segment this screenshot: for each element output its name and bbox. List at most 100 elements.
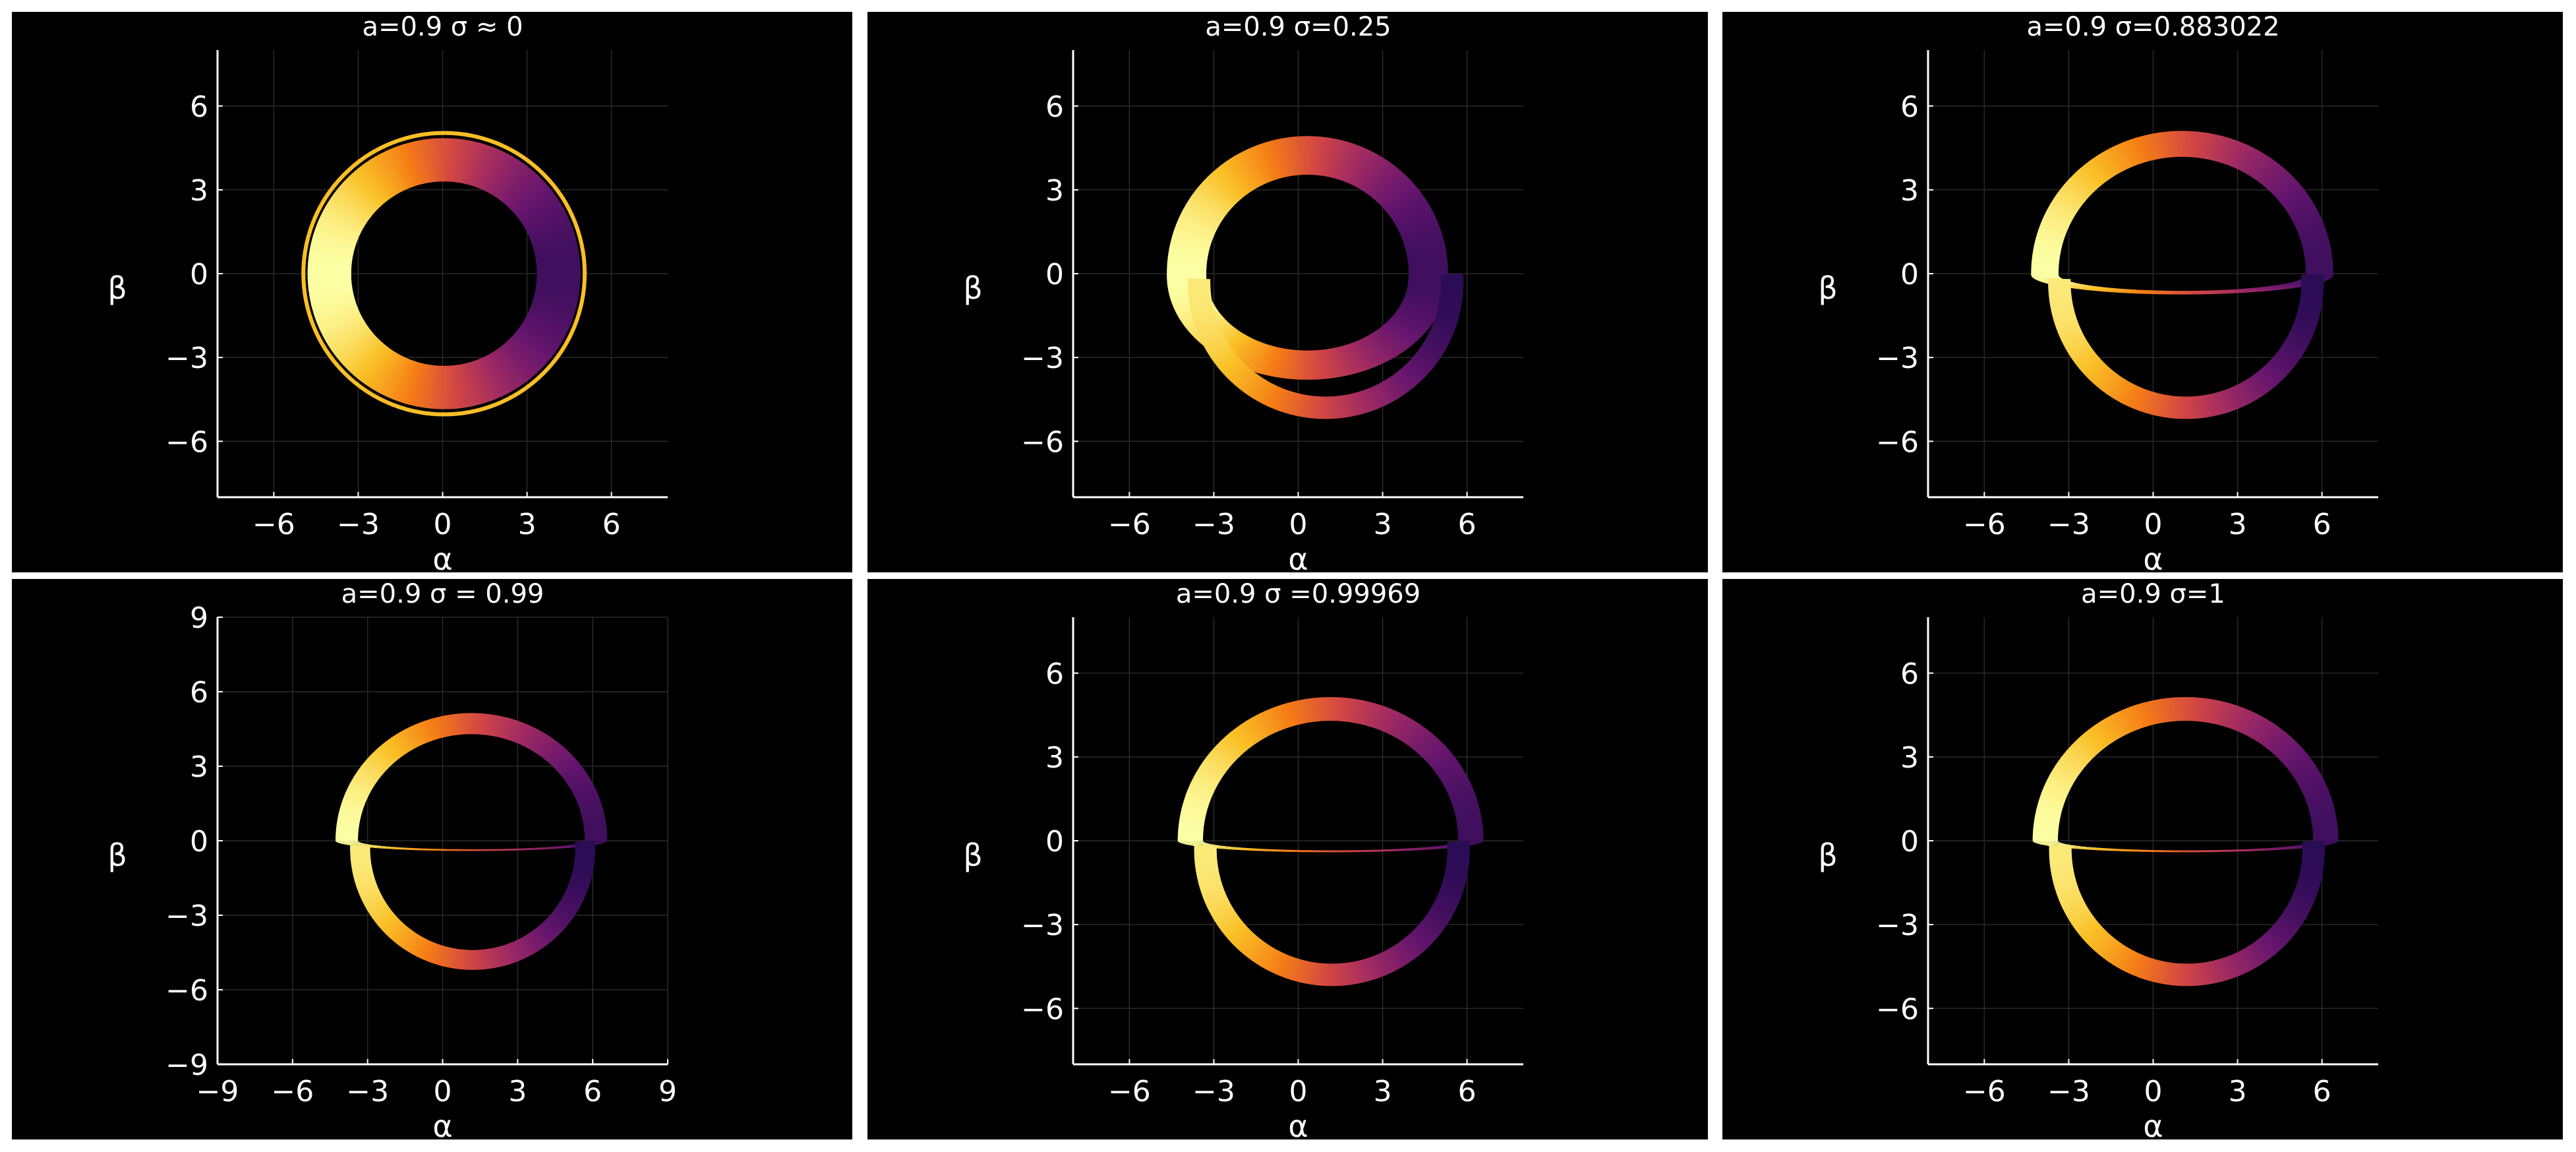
ring-segment-direct — [2249, 849, 2267, 851]
ring-segment-direct — [2063, 750, 2087, 769]
ring-segment-direct — [489, 155, 515, 195]
ring-segment-direct — [1368, 164, 1396, 197]
y-tick-label: 3 — [190, 750, 208, 784]
ring-segment-direct — [402, 728, 417, 749]
ring-segment-direct — [2297, 221, 2325, 235]
ring-segment-direct — [1171, 234, 1211, 249]
ring-segment-secondary — [557, 903, 576, 917]
ring-segment-direct — [1247, 849, 1266, 851]
ring-segment-direct — [1174, 224, 1214, 242]
ring-segment-direct — [426, 365, 436, 409]
ring-segment-direct — [2241, 288, 2260, 292]
x-tick-label: 6 — [602, 508, 621, 541]
ring-segment-direct — [341, 180, 377, 213]
ring-segment-secondary — [1415, 925, 1436, 944]
ring-segment-direct — [2096, 288, 2116, 291]
ring-segment-secondary — [1421, 918, 1442, 936]
ring-segment-direct — [1408, 272, 1448, 279]
ring-segment-secondary — [2273, 353, 2295, 371]
ring-segment-direct — [2273, 177, 2297, 198]
ring-segment-direct — [2091, 724, 2111, 746]
ring-segment-secondary — [1196, 320, 1219, 333]
ring-segment-direct — [1415, 733, 1436, 754]
ring-segment-direct — [1237, 848, 1257, 851]
ring-segment-direct — [1324, 138, 1337, 177]
ring-segment-direct — [1377, 328, 1408, 351]
ring-segment-direct — [2278, 284, 2303, 288]
ring-segment-secondary — [2089, 930, 2109, 950]
ring-segment-secondary — [1424, 338, 1446, 354]
ring-segment-direct — [347, 338, 381, 373]
ring-segment-direct — [2090, 288, 2111, 291]
ring-segment-secondary — [2084, 926, 2104, 945]
ring-segment-direct — [516, 723, 530, 744]
ring-segment-secondary — [528, 931, 543, 951]
ring-segment-secondary — [1236, 369, 1254, 390]
subplot-svg: −6 −3 0 3 6 −6 −3 0 3 6 α β a=0.9 σ=0.25 — [963, 12, 1523, 572]
ring-segment-direct — [374, 748, 394, 766]
ring-segment-direct — [517, 327, 556, 357]
ring-segment-direct — [494, 159, 521, 198]
ring-segment-direct — [2268, 847, 2289, 850]
ring-segment-direct — [2279, 743, 2302, 763]
ring-segment-secondary — [400, 930, 416, 950]
ring-segment-direct — [1346, 344, 1366, 372]
ring-segment-direct — [2289, 200, 2315, 218]
ring-segment-direct — [2033, 244, 2062, 254]
ring-segment-direct — [2217, 702, 2229, 726]
ring-segment-direct — [323, 206, 364, 231]
ring-segment-direct — [1391, 315, 1426, 335]
ring-segment-direct — [2080, 847, 2101, 850]
ring-segment-secondary — [1423, 915, 1445, 933]
ring-segment-direct — [2249, 288, 2269, 291]
ring-segment-direct — [2245, 151, 2265, 176]
ring-segment-direct — [2035, 810, 2061, 820]
ring-segment-secondary — [1204, 336, 1227, 352]
ring-segment-direct — [1222, 847, 1244, 849]
ring-segment-direct — [2256, 721, 2275, 744]
ring-segment-direct — [1396, 717, 1414, 741]
ring-segment-direct — [1406, 288, 1446, 297]
ring-segment-direct — [1225, 847, 1246, 850]
ring-segment-secondary — [2299, 299, 2323, 307]
ring-segment-direct — [1212, 169, 1242, 201]
ring-segment-direct — [2313, 839, 2339, 841]
ring-segment-direct — [2049, 202, 2076, 220]
ring-segment-secondary — [2143, 390, 2155, 414]
ring-segment-direct — [1230, 729, 1250, 750]
ring-segment-secondary — [2278, 915, 2300, 933]
ring-segment-direct — [1206, 753, 1229, 772]
ring-segment-secondary — [1436, 894, 1459, 909]
ring-segment-secondary — [1232, 928, 1252, 948]
ring-segment-direct — [336, 330, 373, 360]
ring-segment-secondary — [1225, 361, 1245, 380]
ring-segment-secondary — [365, 897, 385, 911]
ring-segment-secondary — [1447, 847, 1470, 853]
ring-segment-secondary — [573, 863, 594, 870]
y-tick-label: −6 — [1876, 425, 1919, 459]
ring-segment-direct — [2037, 229, 2065, 242]
ring-segment-secondary — [1398, 368, 1417, 389]
ring-segment-direct — [510, 336, 544, 370]
ring-segment-direct — [1283, 849, 1296, 852]
ring-segment-secondary — [1444, 868, 1468, 878]
ring-segment-secondary — [1282, 955, 1295, 979]
ring-segment-direct — [2276, 284, 2301, 288]
ring-segment-direct — [1199, 181, 1233, 210]
ring-segment-direct — [1376, 849, 1391, 852]
ring-segment-secondary — [1263, 948, 1278, 971]
ring-segment-direct — [2290, 204, 2317, 221]
ring-segment-direct — [1169, 241, 1210, 255]
ring-segment-direct — [1350, 148, 1372, 186]
ring-segment-direct — [394, 847, 411, 850]
ring-segment-secondary — [420, 940, 432, 960]
ring-segment-direct — [1420, 847, 1443, 849]
ring-segment-direct — [1219, 847, 1242, 849]
ring-segment-direct — [492, 350, 520, 390]
ring-segment-direct — [2086, 160, 2107, 184]
ring-segment-direct — [1181, 208, 1219, 230]
ring-segment-direct — [2240, 849, 2256, 851]
ring-segment-direct — [2200, 698, 2210, 723]
ring-segment-direct — [337, 185, 374, 217]
ring-segment-direct — [314, 225, 358, 244]
